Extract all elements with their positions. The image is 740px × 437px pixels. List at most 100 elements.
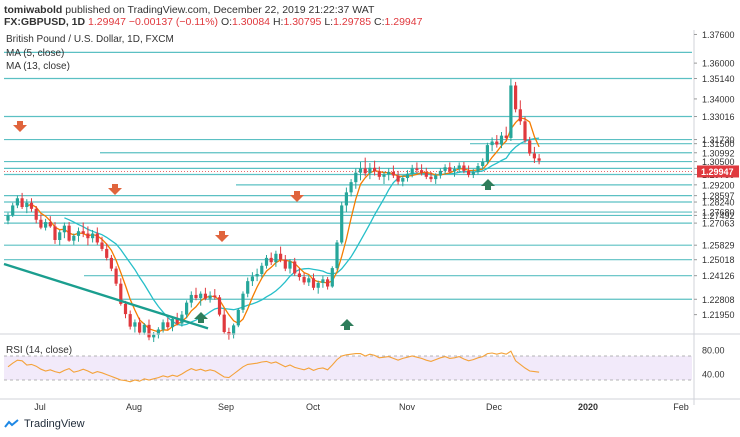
price-change: −0.00137 (−0.11%) [128,16,219,28]
rsi-axis-label: 80.00 [702,346,725,356]
candle-body [29,202,34,209]
candle-body [363,168,367,174]
candle-body [142,324,146,333]
candle-body [523,121,527,141]
last-price: 1.29947 [88,16,126,28]
candle-body [330,268,334,287]
low-value: 1.29785 [333,16,372,28]
candle-body [438,170,442,176]
candle-body [415,168,419,171]
arrow-up-icon [340,319,354,330]
candle-body [490,141,494,146]
candle-body [48,222,52,227]
candle-body [147,324,151,338]
axis-label: 1.25018 [702,255,735,265]
candle-body [340,205,344,243]
candle-body [528,140,532,154]
candle-body [485,145,489,162]
rsi-legend[interactable]: RSI (14, close) [6,345,73,356]
candle-body [189,294,193,303]
time-axis-label: Nov [399,402,416,412]
axis-label: 1.27492 [702,211,735,221]
candle-body [128,314,132,327]
candle-body [495,141,499,145]
brand-name: TradingView [24,418,85,430]
candle-body [222,314,226,332]
candle-body [81,231,85,234]
high-label: H: [272,16,284,28]
axis-label: 1.27063 [702,219,735,229]
candle-body [401,178,405,182]
candle-body [467,170,471,175]
axis-label: 1.34000 [702,94,735,104]
candle-body [311,278,316,288]
time-axis-label: Oct [306,402,321,412]
candle-body [326,279,330,287]
candle-body [53,226,57,240]
rsi-pane: 80.00 40.00 [0,333,740,383]
candle-body [109,257,113,269]
candle-body [194,294,198,298]
annotations [3,121,495,330]
candle-body [217,297,222,315]
candle-body [429,176,433,180]
candle-body [67,225,71,241]
time-axis-label: Jul [34,402,46,412]
axis-label: 1.37600 [702,30,735,40]
candle-body [152,334,156,338]
candle-body [199,293,203,298]
rsi-band [4,356,692,380]
arrow-up-icon [194,312,208,323]
candle-body [39,219,43,228]
candle-body [358,168,363,173]
candle-body [307,278,311,283]
axis-label: 1.31500 [702,139,735,149]
author-name[interactable]: tomiwabold [4,4,63,16]
candle-body [452,169,457,172]
candle-body [377,171,381,177]
publish-info: published on TradingView.com, December 2… [65,4,375,16]
time-axis: Jul Aug Sep Oct Nov Dec 2020 Feb [0,398,740,412]
candle-body [227,331,231,335]
candles [6,78,541,343]
candle-body [175,318,179,324]
axis-label: 1.28597 [702,191,735,201]
candle-body [15,198,19,206]
trendline [3,262,209,330]
candle-body [518,109,522,122]
candle-body [241,293,245,310]
axis-label: 1.28240 [702,198,735,208]
time-axis-label: Feb [673,402,689,412]
axis-label: 1.29200 [702,180,735,190]
candle-body [208,295,212,299]
ma13-line [64,137,540,326]
tradingview-brand[interactable]: TradingView [4,418,85,430]
axis-label: 1.25829 [702,241,735,251]
candle-body [156,329,160,335]
candle-body [293,261,297,274]
candle-body [321,279,325,283]
horizontal-levels [4,51,692,300]
candle-body [279,253,283,260]
candle-body [161,322,165,330]
symbol-label: FX:GBPUSD, 1D [4,16,86,28]
ma13-legend[interactable]: MA (13, close) [6,61,70,72]
candle-body [91,233,95,239]
candle-body [185,302,189,315]
arrow-down-icon [215,231,229,242]
high-value: 1.30795 [283,16,322,28]
axis-label: 1.24126 [702,271,735,281]
candle-body [260,265,264,274]
last-price-tag-label: 1.29947 [701,167,734,177]
candle-body [443,167,447,171]
candle-body [382,174,386,177]
candle-body [537,158,541,161]
ma5-legend[interactable]: MA (5, close) [6,48,65,59]
candle-body [302,277,306,283]
axis-label: 1.35140 [702,74,735,84]
candle-body [434,175,438,180]
series-title[interactable]: British Pound / U.S. Dollar, 1D, FXCM [6,34,174,45]
candle-body [396,175,400,182]
